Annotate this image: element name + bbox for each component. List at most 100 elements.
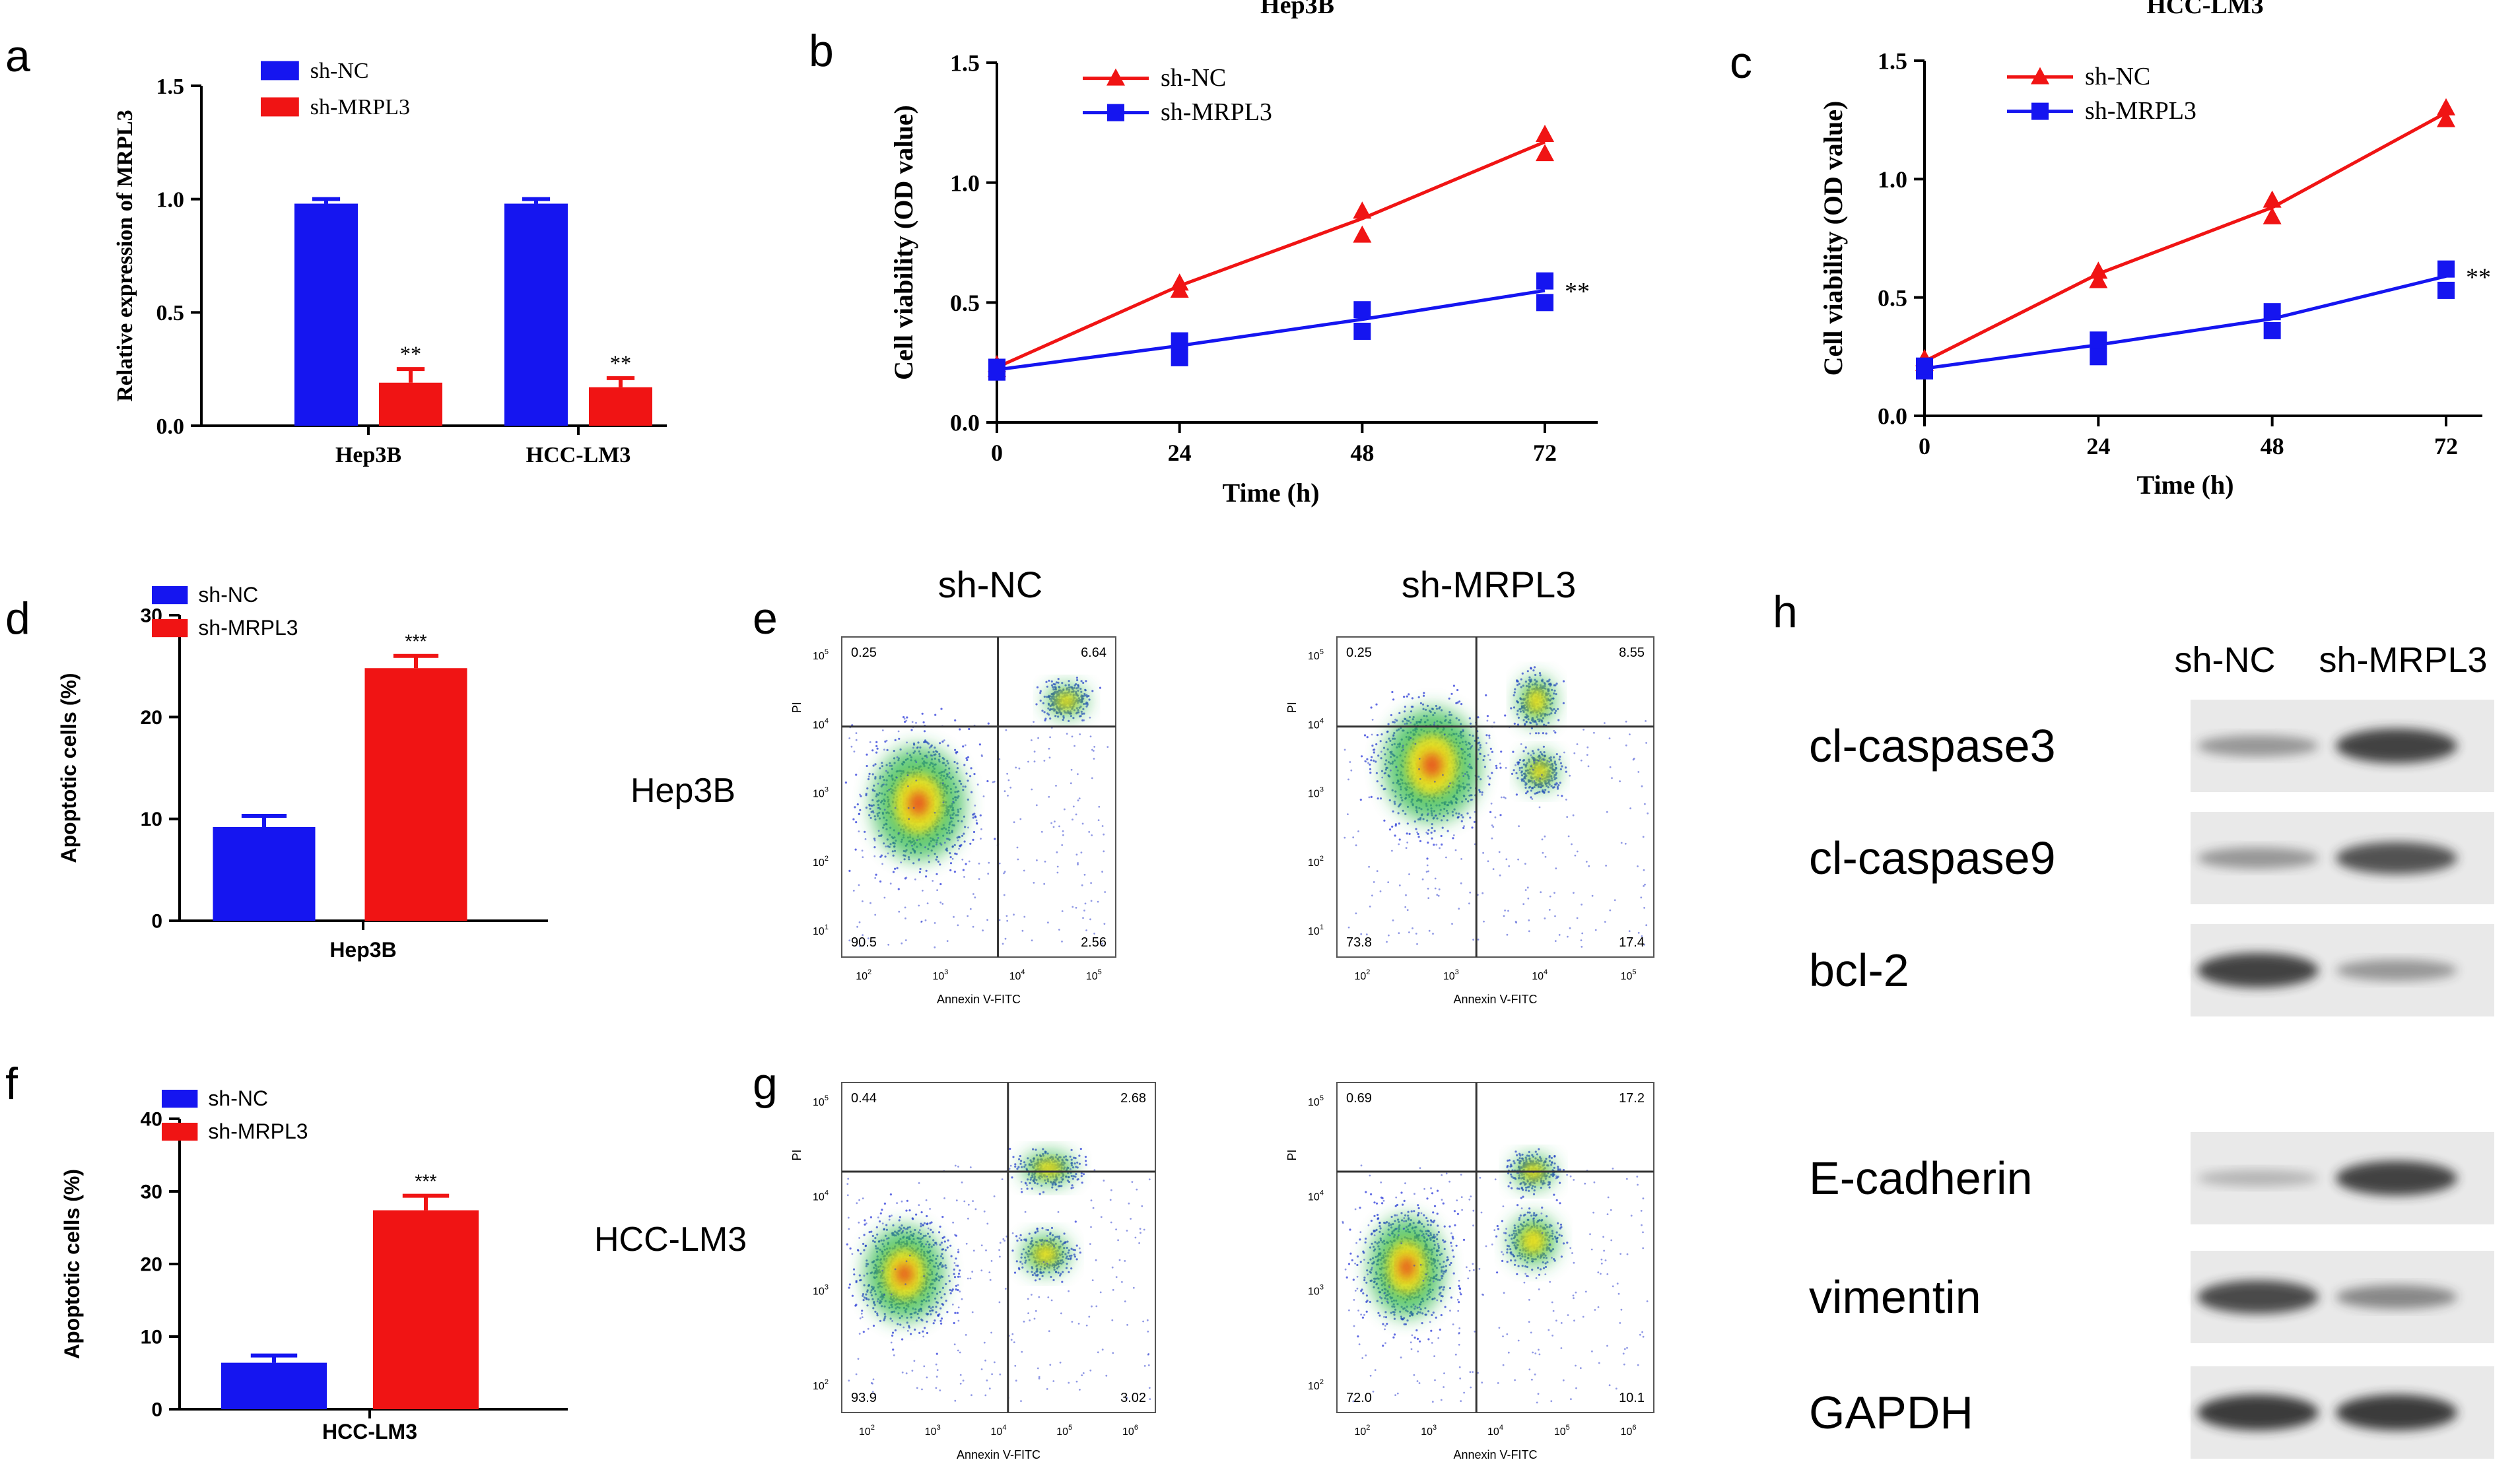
event-dot [1397,812,1400,815]
event-dot [920,1222,922,1225]
event-dot [1107,746,1109,748]
event-dot [1443,815,1445,817]
event-dot [1101,943,1104,945]
event-dot [1471,826,1474,829]
event-dot [1070,1267,1073,1270]
event-dot [1076,1166,1079,1169]
event-dot [1080,680,1083,682]
event-dot [915,721,917,724]
event-dot [1518,682,1520,685]
event-dot [1515,772,1518,774]
event-dot [1516,684,1519,686]
event-dot [1070,1187,1073,1189]
event-dot [1408,873,1410,875]
event-dot [1347,778,1349,781]
event-dot [979,814,982,816]
event-dot [1369,772,1372,774]
event-dot [1629,733,1631,735]
event-dot [1608,737,1611,740]
event-dot [1507,910,1509,912]
event-dot [936,844,937,846]
event-dot [1494,816,1497,818]
event-dot [883,1228,885,1231]
event-dot [907,807,910,809]
event-dot [963,876,965,878]
event-dot [942,782,944,784]
legend-label: sh-NC [208,1086,268,1110]
event-dot [1544,835,1546,838]
event-dot [1370,795,1373,798]
event-dot [972,925,974,928]
event-dot [1070,782,1072,785]
event-dot [935,1306,937,1308]
event-dot [862,900,864,902]
panel-letter-c: c [1730,38,1752,88]
event-dot [928,861,930,863]
event-dot [875,741,878,743]
event-dot [1347,813,1349,815]
series-line-sh-MRPL3 [996,288,1546,372]
event-dot [1375,703,1378,706]
event-dot [1520,743,1522,745]
event-dot [1435,844,1438,846]
event-dot [1442,774,1444,776]
event-dot [1531,798,1534,800]
event-dot [1047,921,1049,924]
event-dot [1432,933,1434,935]
event-dot [899,1323,902,1326]
y-tick-label: 101 [813,923,829,937]
data-point [1916,357,1933,375]
event-dot [1553,786,1555,789]
density-high [1526,688,1547,714]
event-dot [1580,939,1583,941]
event-dot [1056,865,1059,868]
event-dot [898,910,901,913]
event-dot [1054,715,1057,717]
event-dot [1023,869,1025,872]
event-dot [926,902,929,904]
event-dot [1029,1181,1031,1185]
event-dot [1490,803,1493,805]
event-dot [1645,924,1648,927]
event-dot [852,1268,856,1271]
event-dot [949,852,951,855]
event-dot [875,1226,878,1228]
event-dot [946,940,949,942]
event-dot [1070,768,1073,771]
event-dot [1450,692,1453,695]
event-dot [953,871,956,873]
event-dot [1573,892,1575,894]
event-dot [1057,681,1060,684]
event-dot [1051,1186,1054,1189]
event-dot [1041,1275,1044,1277]
event-dot [967,756,970,758]
event-dot [1555,782,1558,784]
event-dot [1505,858,1508,861]
event-dot [905,877,908,879]
event-dot [1406,695,1408,698]
data-point [2437,98,2455,116]
event-dot [1097,900,1099,903]
event-dot [1058,1185,1061,1187]
event-dot [1553,783,1556,786]
y-tick-label: 104 [1308,717,1324,731]
y-axis-label: Cell viability (OD value) [1818,101,1848,376]
event-dot [871,749,874,752]
event-dot [1019,1154,1021,1158]
event-dot [1637,771,1640,773]
event-dot [856,925,858,928]
event-dot [1046,685,1048,688]
event-dot [1645,742,1648,744]
event-dot [1573,752,1576,754]
event-dot [1576,743,1579,745]
event-dot [1481,793,1483,796]
event-dot [1366,736,1369,739]
data-point [1171,332,1188,350]
event-dot [934,747,936,749]
event-dot [954,749,957,751]
event-dot [1561,795,1563,797]
event-dot [972,893,974,895]
event-dot [978,878,980,880]
